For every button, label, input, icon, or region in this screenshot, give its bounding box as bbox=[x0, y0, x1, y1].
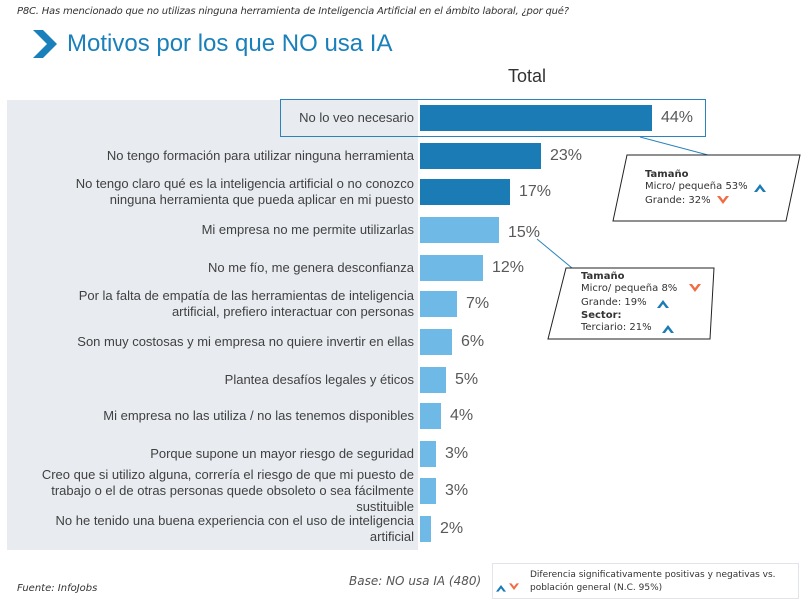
category-label-line: ninguna herramienta que pueda aplicar en… bbox=[109, 192, 414, 207]
category-label-line: trabajo o el de otras personas quede obs… bbox=[51, 483, 414, 498]
callout-row-text: Grande: 19% bbox=[581, 297, 647, 308]
callout-row: Micro/ pequeña 53% bbox=[645, 180, 766, 194]
callout-row: Grande: 32% bbox=[645, 194, 766, 208]
bar bbox=[420, 217, 499, 243]
base-note: Base: NO usa IA (480) bbox=[349, 574, 482, 588]
bar-value-label: 12% bbox=[492, 259, 525, 276]
category-label: Porque supone un mayor riesgo de segurid… bbox=[150, 446, 414, 462]
category-label-line: Creo que si utilizo alguna, correría el … bbox=[41, 467, 414, 482]
chevron-right-icon bbox=[33, 30, 57, 58]
chart-title: Total bbox=[508, 66, 547, 86]
bar-value-label: 7% bbox=[466, 295, 490, 312]
callout-row: Micro/ pequeña 8% bbox=[581, 282, 702, 296]
arrow-up-icon bbox=[496, 585, 506, 592]
legend-icons bbox=[496, 583, 519, 592]
category-label-line: Mi empresa no las utiliza / no las tenem… bbox=[103, 408, 414, 423]
category-label-line: No tengo formación para utilizar ninguna… bbox=[106, 148, 414, 163]
category-label: No lo veo necesario bbox=[299, 110, 414, 126]
bar bbox=[420, 291, 457, 317]
callout-connector-2 bbox=[536, 238, 573, 269]
bar bbox=[420, 179, 510, 205]
category-label: No tengo claro qué es la inteligencia ar… bbox=[76, 176, 414, 208]
bar bbox=[420, 516, 431, 542]
category-label: Mi empresa no me permite utilizarlas bbox=[202, 222, 414, 238]
bar-value-label: 2% bbox=[440, 520, 464, 537]
bar bbox=[420, 105, 652, 131]
bar-value-label: 3% bbox=[445, 445, 469, 462]
callout-section-title: Tamaño bbox=[645, 169, 689, 180]
bar bbox=[420, 143, 541, 169]
category-label: No he tenido una buena experiencia con e… bbox=[56, 513, 414, 545]
bar bbox=[420, 478, 436, 504]
category-label: Plantea desafíos legales y éticos bbox=[225, 372, 414, 388]
page-title: Motivos por los que NO usa IA bbox=[67, 30, 393, 57]
bar-value-label: 23% bbox=[550, 147, 583, 164]
callout-row-text: Micro/ pequeña 8% bbox=[581, 283, 678, 294]
bar bbox=[420, 403, 441, 429]
arrow-down-icon bbox=[689, 284, 702, 292]
category-label-line: Mi empresa no me permite utilizarlas bbox=[201, 222, 414, 237]
callout-connector-1 bbox=[639, 136, 709, 156]
callout-row-text: Terciario: 21% bbox=[581, 322, 652, 333]
arrow-up-icon bbox=[661, 325, 674, 333]
highlight-box bbox=[280, 99, 706, 137]
bar bbox=[420, 255, 483, 281]
bar-value-label: 17% bbox=[519, 183, 552, 200]
category-label-panel bbox=[7, 100, 418, 550]
title-row: Motivos por los que NO usa IA bbox=[33, 30, 392, 58]
category-label-line: Por la falta de empatía de las herramien… bbox=[78, 288, 414, 303]
arrow-down-icon bbox=[509, 583, 519, 590]
arrow-down-icon bbox=[716, 196, 729, 204]
category-label: No me fío, me genera desconfianza bbox=[208, 260, 414, 276]
source-note: Fuente: InfoJobs bbox=[17, 583, 98, 594]
category-label-line: No lo veo necesario bbox=[299, 110, 414, 125]
bar bbox=[420, 441, 436, 467]
category-label-line: No me fío, me genera desconfianza bbox=[208, 260, 414, 275]
category-label: Mi empresa no las utiliza / no las tenem… bbox=[103, 408, 414, 424]
category-label-line: No he tenido una buena experiencia con e… bbox=[55, 513, 414, 528]
callout-row-text: Grande: 32% bbox=[645, 195, 711, 206]
legend-text: Diferencia significativamente positivas … bbox=[530, 570, 776, 593]
callout-section-title: Tamaño bbox=[581, 271, 625, 282]
category-label-line: artificial bbox=[369, 529, 414, 544]
bar-value-label: 44% bbox=[661, 109, 694, 126]
bar-value-label: 3% bbox=[445, 482, 469, 499]
category-label-line: Plantea desafíos legales y éticos bbox=[224, 372, 414, 387]
category-label: No tengo formación para utilizar ninguna… bbox=[107, 148, 414, 164]
category-label: Por la falta de empatía de las herramien… bbox=[79, 288, 414, 320]
category-label: Son muy costosas y mi empresa no quiere … bbox=[77, 334, 414, 350]
arrow-up-icon bbox=[753, 184, 766, 192]
category-label-line: sustituible bbox=[356, 499, 414, 514]
category-label-line: Porque supone un mayor riesgo de segurid… bbox=[150, 446, 414, 461]
callout-section-title: Sector: bbox=[581, 310, 622, 321]
survey-question: P8C. Has mencionado que no utilizas ning… bbox=[17, 6, 569, 17]
category-label-line: No tengo claro qué es la inteligencia ar… bbox=[75, 176, 414, 191]
bar bbox=[420, 329, 452, 355]
significance-legend: Diferencia significativamente positivas … bbox=[492, 563, 799, 599]
category-label: Creo que si utilizo alguna, correría el … bbox=[42, 467, 414, 515]
callout-row-text: Micro/ pequeña 53% bbox=[645, 181, 748, 192]
bar bbox=[420, 367, 446, 393]
category-label-line: artificial, prefiero interactuar con per… bbox=[171, 304, 414, 319]
bar-value-label: 6% bbox=[461, 333, 485, 350]
bar-value-label: 5% bbox=[455, 371, 479, 388]
callout-row: Grande: 19% bbox=[581, 296, 701, 310]
bar-value-label: 15% bbox=[508, 224, 541, 241]
callout-size-sector-empresa: Tamaño Micro/ pequeña 8% Grande: 19% Sec… bbox=[581, 271, 702, 335]
category-label-line: Son muy costosas y mi empresa no quiere … bbox=[77, 334, 414, 349]
arrow-up-icon bbox=[656, 300, 669, 308]
bar-value-label: 4% bbox=[450, 407, 474, 424]
callout-size-no-necesario: Tamaño Micro/ pequeña 53% Grande: 32% bbox=[645, 169, 766, 208]
callout-row: Terciario: 21% bbox=[581, 321, 701, 335]
